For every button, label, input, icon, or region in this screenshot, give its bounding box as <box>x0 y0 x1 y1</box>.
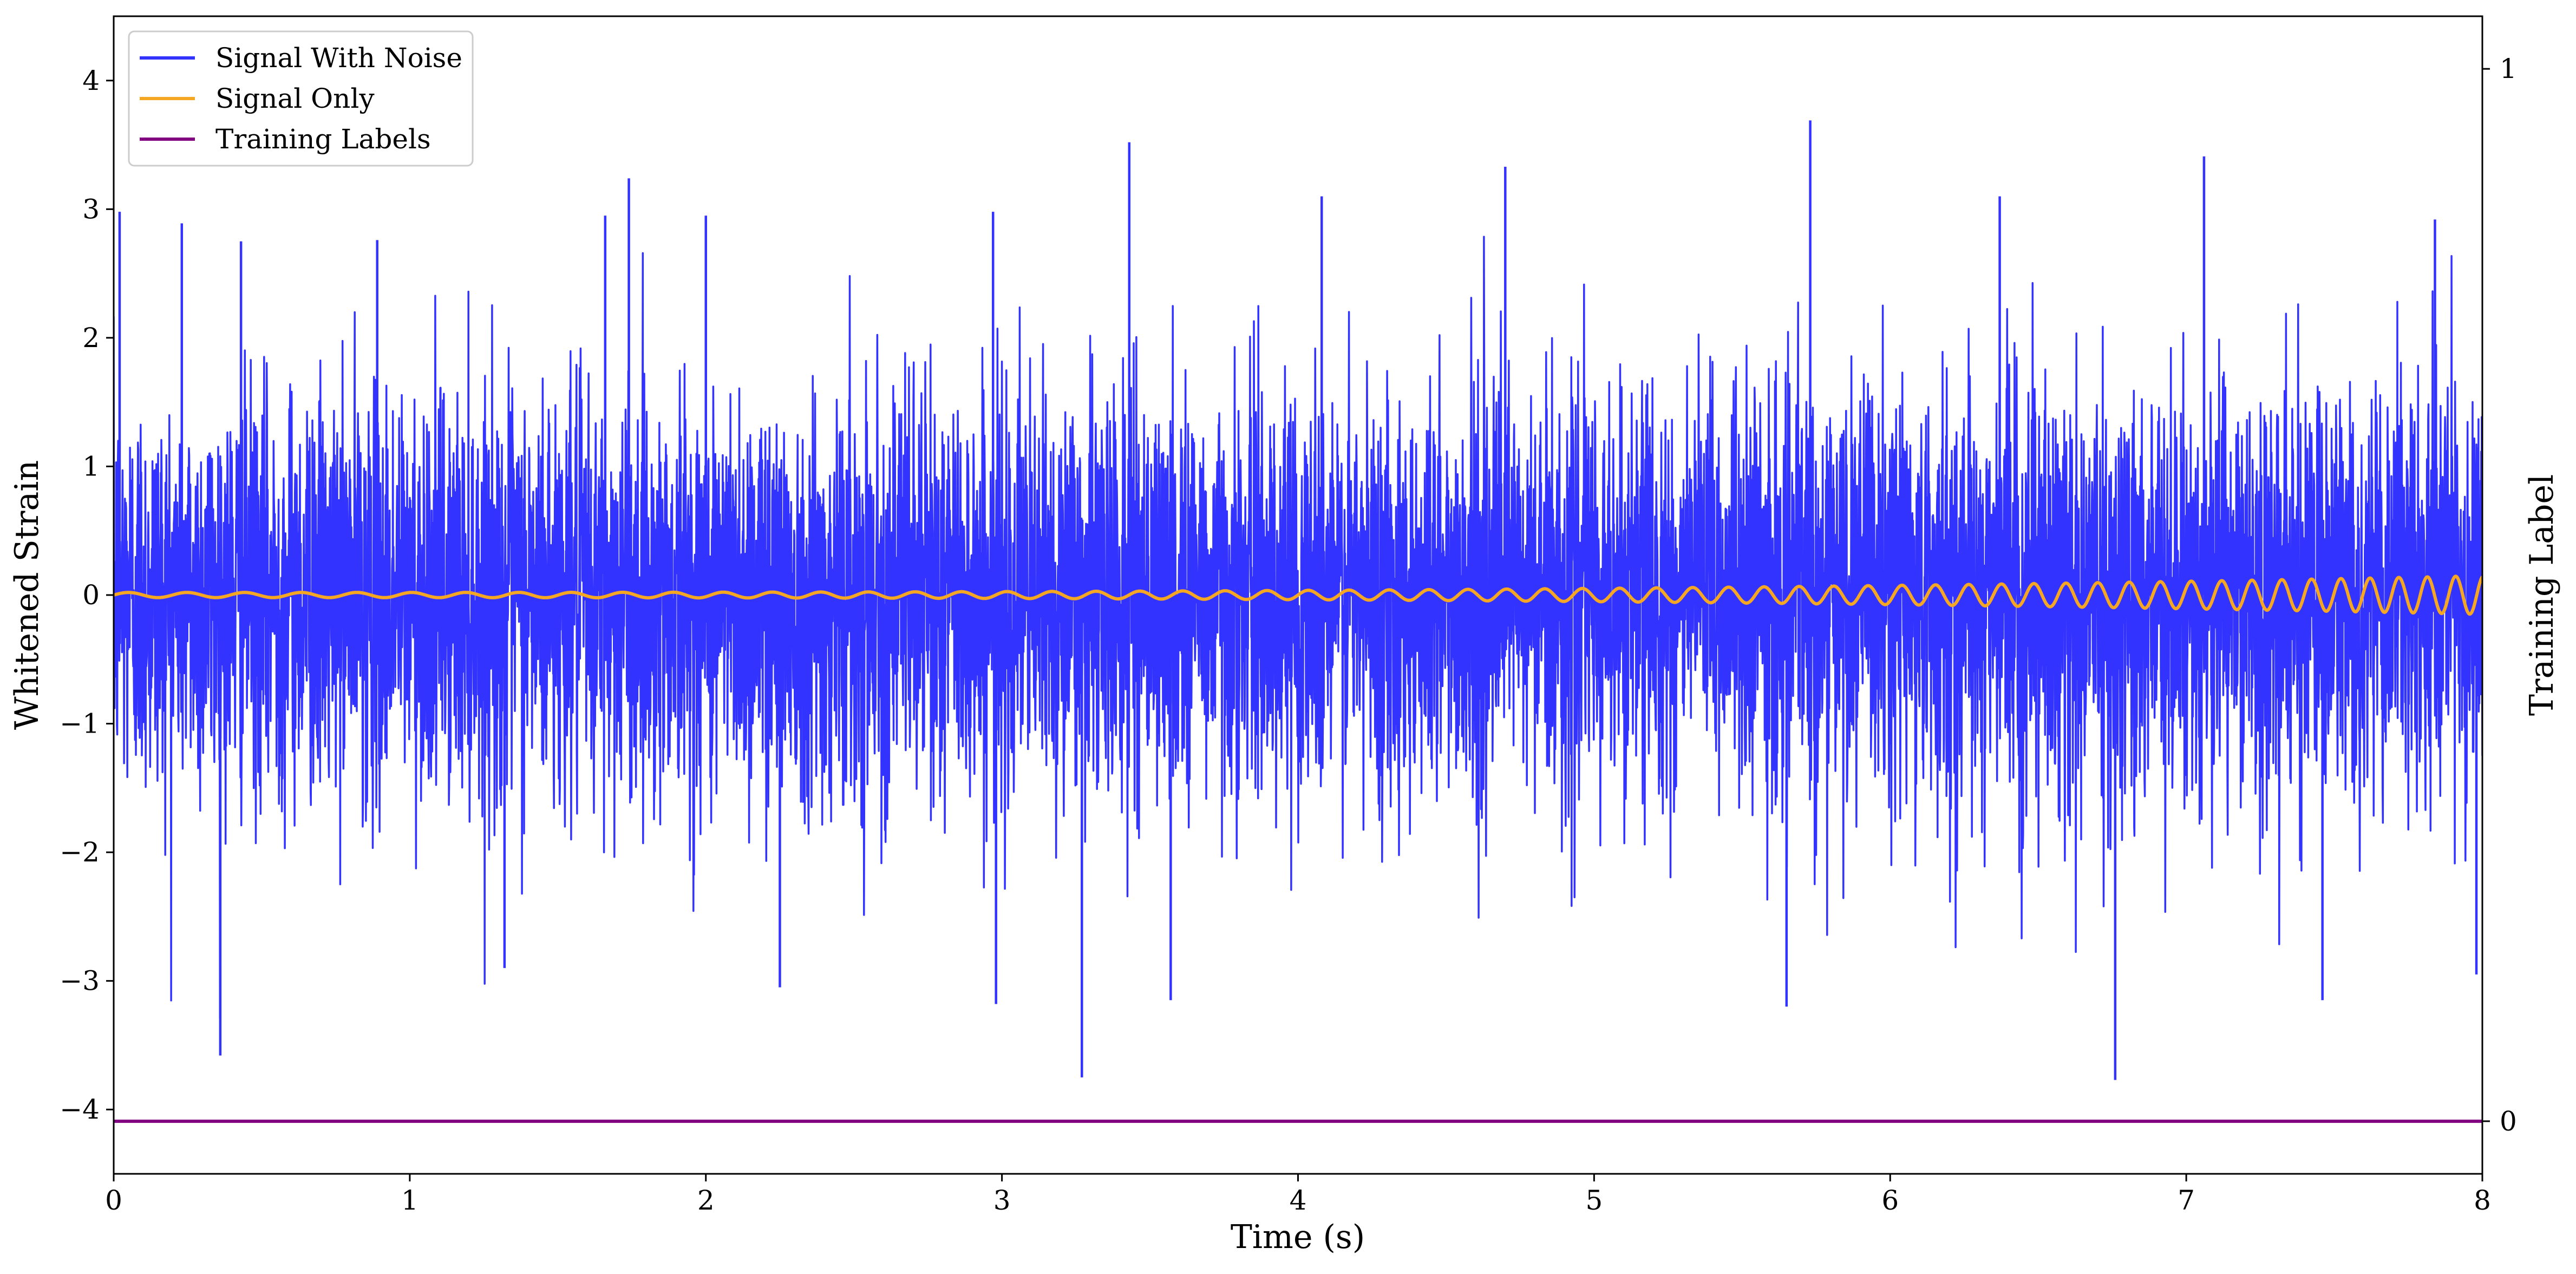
y-tick-label: 3 <box>82 193 100 225</box>
x-tick-label: 3 <box>993 1185 1011 1216</box>
y-axis-right: 01 <box>2482 53 2517 1137</box>
signal-with-noise-line <box>114 236 2482 1020</box>
legend-box <box>128 30 474 167</box>
y-tick-label: 1 <box>82 450 100 482</box>
x-tick-label: 0 <box>105 1185 122 1216</box>
x-tick-label: 1 <box>401 1185 419 1216</box>
series-signal-only <box>114 574 2482 616</box>
x-tick-label: 6 <box>1881 1185 1899 1216</box>
y-tick-label: −4 <box>60 1094 100 1125</box>
y-tick-label: 2 <box>82 322 100 354</box>
y-tick-label: 4 <box>82 65 100 96</box>
y-axis-left: −4 −3 −2 −1 0 1 2 3 4 <box>60 65 114 1125</box>
legend: Signal With Noise Signal Only Training Lab… <box>128 30 474 167</box>
y-right-tick-label: 0 <box>2500 1106 2517 1137</box>
x-tick-label: 2 <box>697 1185 715 1216</box>
y-tick-label: −3 <box>60 965 100 997</box>
y-right-tick-label: 1 <box>2500 53 2517 84</box>
x-tick-label: 8 <box>2474 1185 2491 1216</box>
series-signal-with-noise <box>114 120 2482 1080</box>
x-tick-label: 5 <box>1585 1185 1603 1216</box>
x-tick-label: 7 <box>2178 1185 2195 1216</box>
plot-area <box>114 120 2482 1123</box>
legend-label: Signal Only <box>215 83 375 114</box>
y-tick-label: 0 <box>82 579 100 611</box>
y-tick-label: −2 <box>60 837 100 868</box>
x-tick-label: 4 <box>1290 1185 1307 1216</box>
y-tick-label: −1 <box>60 708 100 740</box>
legend-label: Signal With Noise <box>215 42 462 74</box>
x-axis-label: Time (s) <box>1231 1218 1365 1256</box>
legend-label: Training Labels <box>215 123 431 155</box>
y-axis-label: Whitened Strain <box>8 460 46 730</box>
y-axis-label-right: Training Label <box>2523 474 2561 716</box>
signal-only-line <box>114 574 2482 616</box>
x-axis: 0 1 2 3 4 5 6 7 8 <box>105 1174 2491 1216</box>
